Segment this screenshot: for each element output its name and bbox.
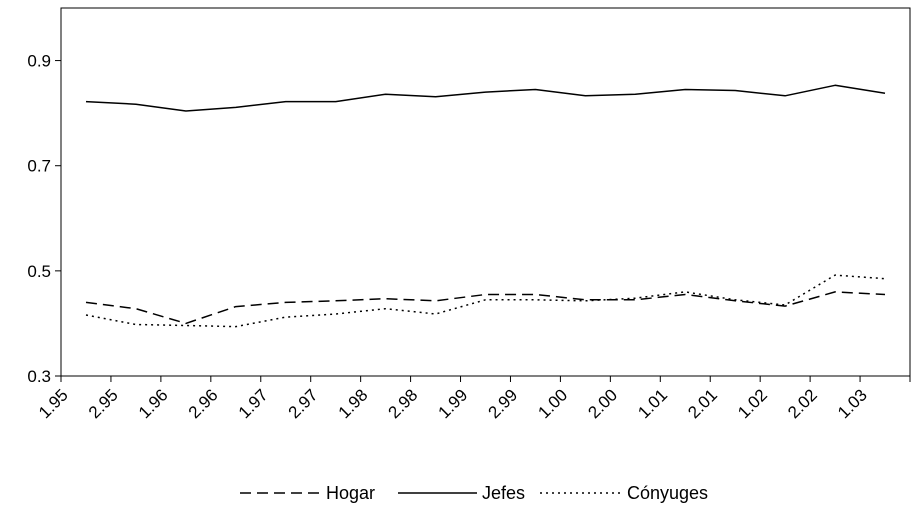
series-line-hogar [85, 291, 886, 325]
legend-label: Jefes [482, 483, 525, 503]
x-tick-label: 1.01 [634, 385, 671, 422]
y-tick-label: 0.3 [27, 367, 51, 386]
x-tick-label: 1.96 [135, 385, 172, 422]
x-tick-label: 2.01 [684, 385, 721, 422]
x-tick-label: 2.02 [784, 385, 821, 422]
x-tick-label: 1.98 [335, 385, 372, 422]
y-axis: 0.3 0.5 0.7 0.9 [27, 52, 61, 386]
x-tick-label: 1.02 [734, 385, 771, 422]
y-tick-label: 0.9 [27, 52, 51, 71]
y-tick-label: 0.5 [27, 262, 51, 281]
plot-area [60, 7, 911, 377]
x-tick-label: 1.03 [834, 385, 871, 422]
legend: Hogar Jefes Cónyuges [240, 483, 708, 503]
series-lines [85, 84, 886, 328]
x-axis: 1.95 2.95 1.96 2.96 1.97 2.97 1.98 2.98 1.99 2.99… [35, 376, 911, 422]
x-tick-label: 2.99 [484, 385, 521, 422]
x-tick-label: 2.98 [385, 385, 422, 422]
y-tick-label: 0.7 [27, 157, 51, 176]
series-line-jefes [85, 84, 886, 112]
series-line-cnyuges [85, 274, 886, 328]
x-tick-label: 1.95 [35, 385, 72, 422]
legend-label: Cónyuges [627, 483, 708, 503]
plot-frame [60, 7, 911, 377]
x-tick-label: 2.96 [185, 385, 222, 422]
x-tick-label: 2.97 [285, 385, 322, 422]
x-tick-label: 1.99 [435, 385, 472, 422]
x-tick-label: 2.00 [584, 385, 621, 422]
legend-label: Hogar [326, 483, 375, 503]
x-tick-label: 2.95 [85, 385, 122, 422]
x-tick-label: 1.00 [534, 385, 571, 422]
x-tick-label: 1.97 [235, 385, 272, 422]
